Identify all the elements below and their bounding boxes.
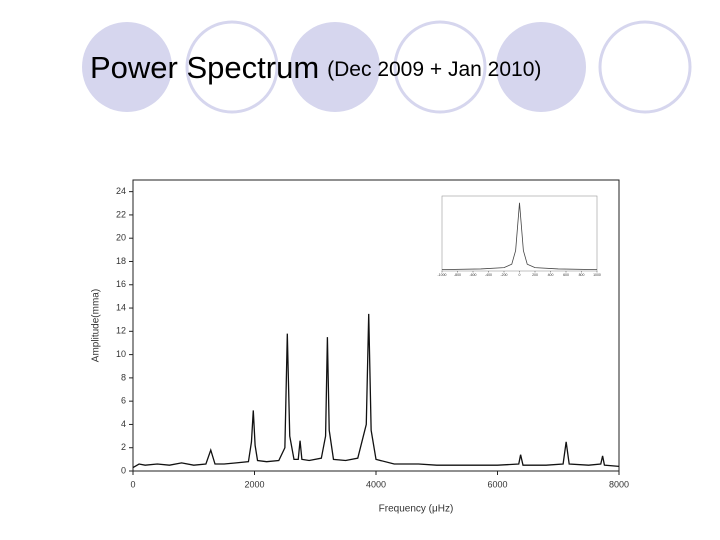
x-tick-label: 400 [548,273,554,277]
y-tick-label: 2 [121,442,126,452]
x-tick-label: -1000 [438,273,447,277]
x-tick-label: 6000 [487,479,507,489]
x-tick-label: -200 [500,273,507,277]
y-tick-label: 10 [116,349,126,359]
x-tick-label: 2000 [244,479,264,489]
y-tick-label: 22 [116,209,126,219]
x-tick-label: -800 [454,273,461,277]
y-tick-label: 18 [116,256,126,266]
circle [185,20,279,114]
x-tick-label: -400 [485,273,492,277]
x-tick-label: 4000 [366,479,386,489]
y-tick-label: 8 [121,372,126,382]
x-axis-label: Frequency (μHz) [379,504,454,515]
y-axis-label: Amplitude(mma) [91,289,102,362]
x-tick-label: 8000 [609,479,629,489]
x-tick-label: 200 [532,273,538,277]
y-tick-label: 16 [116,279,126,289]
spectrum-line [132,313,620,469]
y-tick-label: 6 [121,396,126,406]
circle [82,22,172,112]
slide-title: Power Spectrum (Dec 2009 + Jan 2010) [90,50,541,85]
y-tick-label: 14 [116,302,126,312]
circle [598,20,692,114]
charts: 0 2000 4000 6000 8000024681012141618202224Fr… [91,179,629,515]
y-tick-label: 20 [116,233,126,243]
circle [290,22,380,112]
subtitle: (Dec 2009 + Jan 2010) [327,58,541,81]
x-tick-label: 0 [519,273,521,277]
circle [496,22,586,112]
y-tick-label: 4 [121,419,126,429]
x-tick-label: -600 [469,273,476,277]
x-tick-label: 600 [563,273,569,277]
title: Power Spectrum [90,50,319,85]
x-tick-label: 1000 [593,273,601,277]
decoration [82,20,692,114]
y-tick-label: 24 [116,186,126,196]
y-tick-label: 0 [121,465,126,475]
plot-frame [441,195,598,272]
x-tick-label: 800 [579,273,585,277]
spectrum-line [441,202,598,271]
x-tick-label: 0 [130,479,135,489]
circle [393,20,487,114]
y-tick-label: 12 [116,326,126,336]
